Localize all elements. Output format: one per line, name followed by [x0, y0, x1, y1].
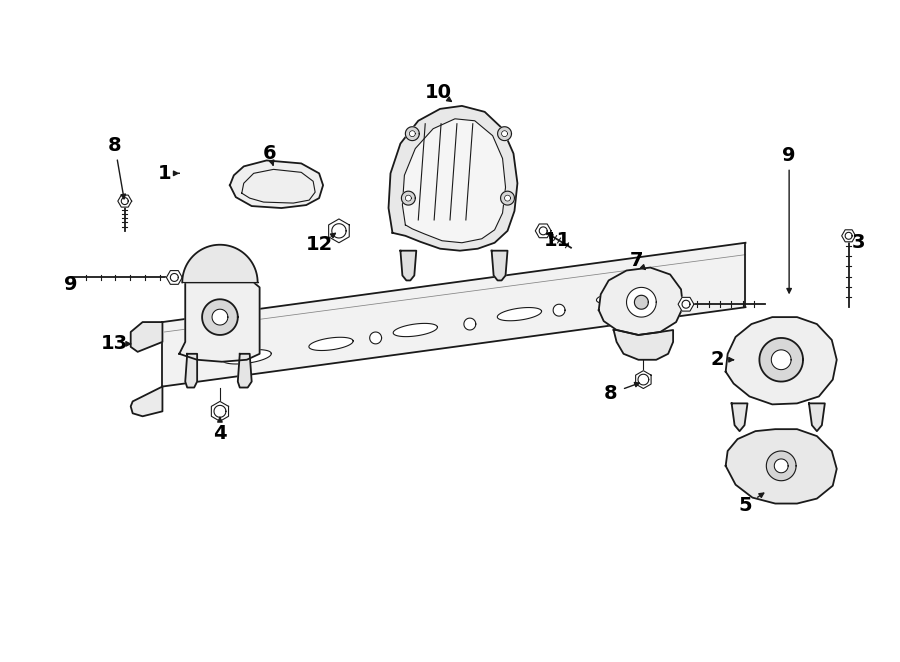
Polygon shape: [774, 459, 788, 473]
Polygon shape: [212, 309, 228, 325]
Polygon shape: [328, 219, 349, 243]
Polygon shape: [505, 195, 510, 201]
Polygon shape: [678, 297, 694, 311]
Text: 7: 7: [630, 251, 644, 270]
Polygon shape: [166, 271, 183, 284]
Text: 12: 12: [305, 235, 333, 254]
Polygon shape: [130, 387, 162, 416]
Polygon shape: [635, 371, 651, 389]
Polygon shape: [212, 401, 229, 421]
Polygon shape: [202, 299, 238, 335]
Text: 5: 5: [739, 496, 752, 515]
Polygon shape: [634, 295, 648, 309]
Polygon shape: [389, 106, 518, 251]
Polygon shape: [597, 291, 641, 304]
Polygon shape: [626, 287, 656, 317]
Polygon shape: [230, 160, 323, 208]
Polygon shape: [118, 195, 131, 207]
Polygon shape: [500, 191, 515, 205]
Polygon shape: [767, 451, 796, 481]
Text: 3: 3: [851, 233, 865, 252]
Text: 8: 8: [108, 136, 122, 155]
Polygon shape: [402, 118, 506, 243]
Text: 6: 6: [263, 144, 276, 163]
Polygon shape: [842, 230, 856, 242]
Text: 4: 4: [213, 424, 227, 443]
Polygon shape: [536, 224, 551, 238]
Polygon shape: [130, 322, 162, 352]
Polygon shape: [309, 337, 353, 350]
Polygon shape: [732, 403, 748, 431]
Text: 8: 8: [604, 384, 617, 403]
Polygon shape: [498, 308, 542, 321]
Polygon shape: [771, 350, 791, 369]
Polygon shape: [491, 251, 508, 281]
Polygon shape: [185, 354, 197, 387]
Polygon shape: [179, 283, 259, 361]
Polygon shape: [464, 318, 476, 330]
Polygon shape: [393, 324, 437, 336]
Polygon shape: [809, 403, 824, 431]
Polygon shape: [401, 191, 415, 205]
Polygon shape: [405, 195, 411, 201]
Polygon shape: [183, 245, 257, 283]
Text: 9: 9: [65, 275, 78, 294]
Polygon shape: [400, 251, 417, 281]
Polygon shape: [501, 130, 508, 136]
Text: 13: 13: [102, 334, 129, 354]
Text: 9: 9: [782, 146, 796, 165]
Polygon shape: [554, 305, 565, 316]
Polygon shape: [238, 354, 252, 387]
Text: 11: 11: [544, 231, 571, 250]
Polygon shape: [162, 243, 745, 387]
Polygon shape: [614, 330, 673, 359]
Polygon shape: [410, 130, 415, 136]
Polygon shape: [222, 350, 271, 364]
Polygon shape: [760, 338, 803, 381]
Polygon shape: [725, 317, 837, 404]
Polygon shape: [370, 332, 382, 344]
Polygon shape: [498, 126, 511, 140]
Polygon shape: [405, 126, 419, 140]
Text: 1: 1: [158, 164, 171, 183]
Polygon shape: [725, 429, 837, 504]
Text: 10: 10: [425, 83, 452, 101]
Text: 2: 2: [711, 350, 724, 369]
Polygon shape: [598, 267, 683, 335]
